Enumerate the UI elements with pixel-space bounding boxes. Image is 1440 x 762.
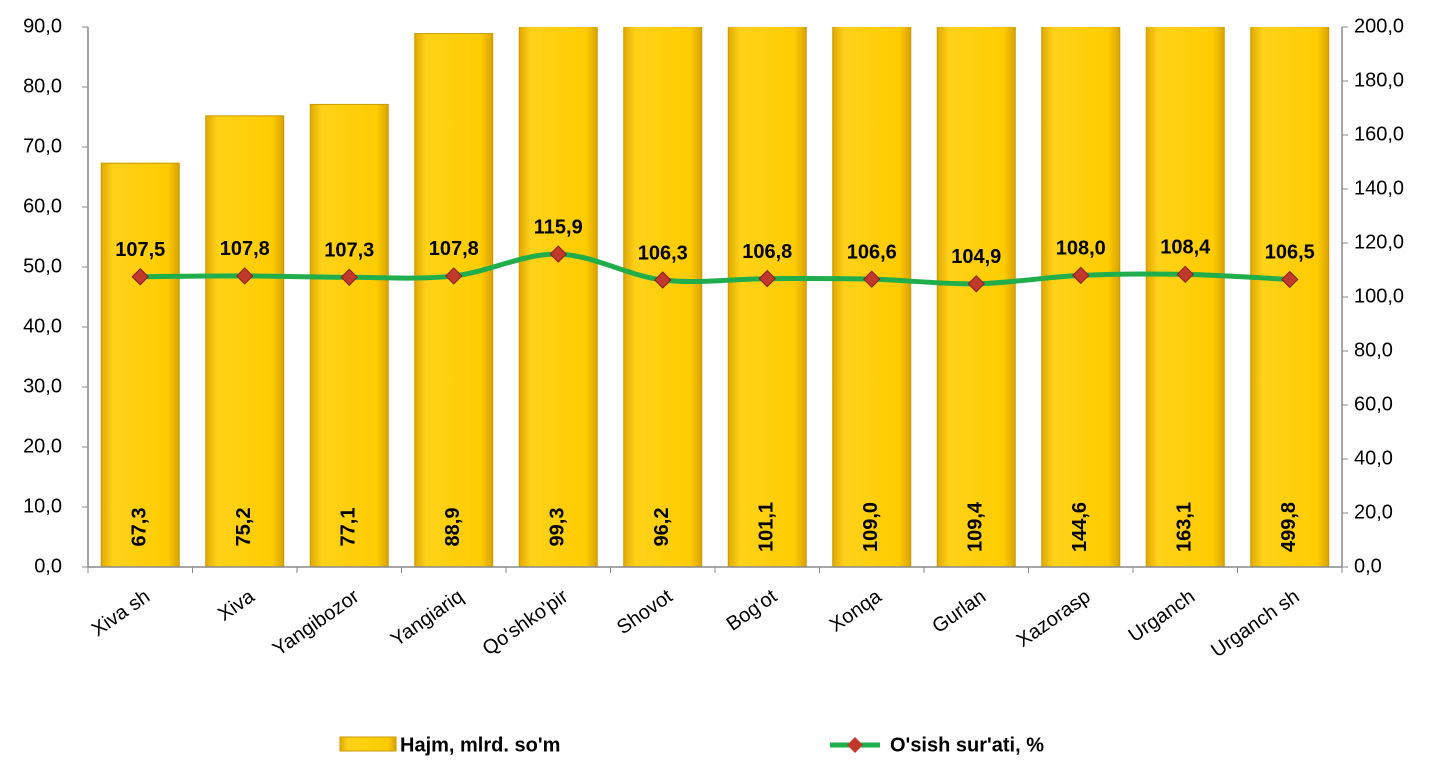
marker (236, 267, 254, 285)
y2-tick-label: 20,0 (1354, 501, 1393, 523)
marker (131, 268, 149, 286)
bar-value-label: 499,8 (1278, 502, 1300, 552)
y-tick-label: 20,0 (23, 435, 62, 457)
legend-label: Hajm, mlrd. so'm (400, 734, 560, 756)
bar (936, 27, 1016, 567)
y2-tick-label: 40,0 (1354, 447, 1393, 469)
y-tick-label: 80,0 (23, 75, 62, 97)
line-value-label: 106,3 (638, 242, 688, 264)
y2-tick-label: 140,0 (1354, 177, 1404, 199)
x-tick-label: Urganch sh (1207, 585, 1303, 662)
bar (1145, 27, 1225, 567)
line-value-label: 107,8 (429, 238, 479, 260)
y-tick-label: 50,0 (23, 255, 62, 277)
y-tick-label: 40,0 (23, 315, 62, 337)
line-value-label: 108,4 (1160, 237, 1211, 259)
line-value-label: 115,9 (534, 216, 583, 238)
marker (549, 245, 567, 263)
y2-tick-label: 100,0 (1354, 285, 1404, 307)
bar-value-label: 75,2 (233, 508, 255, 547)
bar (832, 27, 912, 567)
x-tick-label: Urganch (1125, 585, 1200, 646)
marker (1281, 270, 1299, 289)
bar-value-label: 77,1 (338, 508, 360, 547)
y2-tick-label: 80,0 (1354, 339, 1393, 361)
bar-value-label: 109,0 (860, 502, 882, 552)
x-tick-label: Gurlan (928, 585, 990, 637)
y-tick-label: 70,0 (23, 135, 62, 157)
x-tick-label: Qo'shko'pir (479, 585, 573, 660)
marker (654, 271, 672, 289)
line-value-label: 106,5 (1265, 242, 1315, 264)
x-tick-label: Shovot (613, 585, 677, 639)
bar (518, 27, 598, 567)
bar (1041, 27, 1121, 567)
marker (758, 269, 776, 288)
y2-tick-label: 160,0 (1354, 123, 1404, 145)
y-tick-label: 60,0 (23, 195, 62, 217)
line (140, 251, 1290, 287)
y2-tick-label: 120,0 (1354, 231, 1404, 253)
marker (967, 275, 985, 293)
x-tick-label: Bog'ot (723, 585, 782, 635)
x-tick-label: Yangibozor (269, 585, 364, 660)
bar-value-label: 163,1 (1174, 502, 1196, 552)
legend-marker (847, 737, 863, 753)
y-tick-label: 10,0 (23, 495, 62, 517)
y2-tick-label: 0,0 (1354, 555, 1382, 577)
bar (623, 27, 703, 567)
bar (414, 33, 494, 567)
x-tick-label: Yangiariq (387, 585, 468, 651)
bar-value-label: 101,1 (756, 502, 778, 552)
bar (1250, 27, 1330, 567)
line-value-label: 107,3 (324, 240, 374, 262)
x-tick-label: Xazorasp (1013, 585, 1095, 651)
bar-value-label: 67,3 (129, 508, 151, 547)
x-tick-label: Xiva (214, 585, 259, 626)
marker (1072, 266, 1090, 285)
marker (863, 270, 881, 288)
line-value-label: 106,6 (847, 241, 897, 263)
line-value-label: 104,9 (951, 246, 1001, 268)
bar-value-label: 88,9 (442, 508, 464, 547)
y-tick-label: 30,0 (23, 375, 62, 397)
legend-label: O'sish sur'ati, % (890, 734, 1044, 756)
bar-value-label: 144,6 (1069, 502, 1091, 552)
marker (1176, 265, 1194, 284)
y-tick-label: 90,0 (23, 15, 62, 37)
line-value-label: 108,0 (1056, 238, 1106, 260)
bar (727, 27, 807, 567)
y2-tick-label: 180,0 (1354, 69, 1404, 91)
x-tick-label: Xonqa (826, 585, 887, 637)
y-tick-label: 0,0 (34, 555, 62, 577)
line-value-label: 107,8 (220, 238, 270, 260)
marker (340, 268, 358, 286)
line-value-label: 106,8 (742, 241, 792, 263)
bar (309, 103, 389, 567)
plot-area (100, 27, 1330, 567)
y2-tick-label: 60,0 (1354, 393, 1393, 415)
y2-tick-label: 200,0 (1354, 15, 1404, 37)
line-value-label: 107,5 (115, 239, 165, 261)
bar-value-label: 96,2 (651, 508, 673, 547)
bar (205, 115, 285, 567)
marker (445, 267, 463, 285)
bar-value-label: 109,4 (965, 501, 987, 552)
bar (100, 162, 180, 567)
bar-value-label: 99,3 (547, 508, 569, 547)
legend-swatch (339, 736, 397, 752)
x-tick-label: Xiva sh (88, 585, 154, 641)
